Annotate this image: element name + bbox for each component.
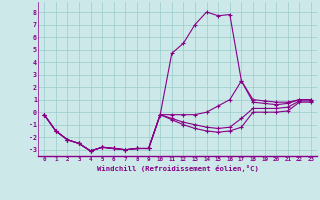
X-axis label: Windchill (Refroidissement éolien,°C): Windchill (Refroidissement éolien,°C): [97, 165, 259, 172]
